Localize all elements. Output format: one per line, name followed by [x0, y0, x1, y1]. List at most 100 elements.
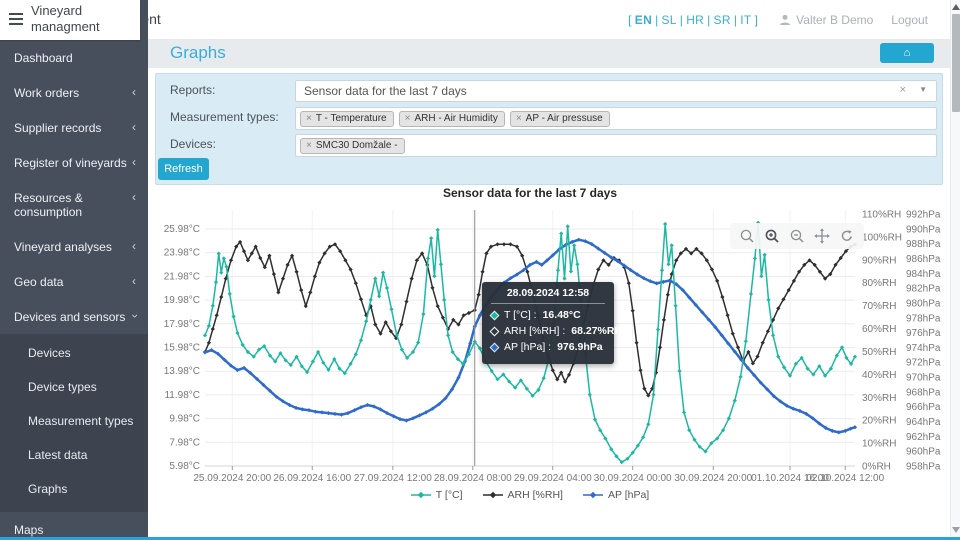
sidebar-item-register-of-vineyards[interactable]: Register of vineyards ‹ — [0, 145, 148, 180]
selected-tag[interactable]: × AP - Air pressuse — [509, 111, 610, 127]
chart-title: Sensor data for the last 7 days — [442, 186, 618, 200]
legend-label: T [°C] — [435, 489, 463, 501]
language-link-it[interactable]: IT — [740, 13, 752, 27]
sidebar-item-device-types[interactable]: Device types — [28, 380, 97, 394]
language-separator[interactable]: | — [655, 13, 659, 27]
scroll-down-icon[interactable] — [952, 527, 960, 533]
chart-toolbar — [730, 223, 864, 249]
rh-axis-tick: 70%RH — [862, 301, 896, 312]
series-markers-arh-rh — [202, 239, 858, 398]
hpa-axis-tick: 986hPa — [906, 254, 941, 265]
tooltip-date: 28.09.2024 12:58 — [491, 287, 605, 304]
sidebar-item-maps[interactable]: Maps — [0, 512, 148, 540]
legend-item-t-c[interactable]: T [°C] — [410, 489, 463, 501]
hpa-axis-tick: 984hPa — [906, 269, 941, 280]
brand-line2: managment — [31, 19, 100, 34]
series-marker-icon — [489, 342, 500, 352]
x-axis-tick: 26.09.2024 16:00 — [273, 473, 351, 484]
reports-select[interactable]: Sensor data for the last 7 days × ▼ — [295, 80, 937, 102]
sidebar-item-devices[interactable]: Devices — [28, 346, 71, 360]
refresh-button[interactable]: Refresh — [158, 158, 209, 180]
chevron-down-icon[interactable]: ▼ — [919, 85, 927, 94]
language-link-sr[interactable]: SR — [713, 13, 731, 27]
measurement-types-label: Measurement types: — [170, 110, 279, 124]
remove-tag-icon[interactable]: × — [515, 113, 522, 124]
chart-plot-area[interactable]: 25.98°C 23.98°C 21.98°C 19.98°C 17.98°C 15.98… — [148, 202, 950, 488]
language-link-sl[interactable]: SL — [661, 13, 677, 27]
sidebar-item-label: Dashboard — [14, 51, 73, 65]
pan-icon[interactable] — [812, 226, 832, 246]
temp-axis-tick: 19.98°C — [164, 295, 200, 306]
bracket[interactable]: [ — [628, 13, 632, 27]
hpa-axis-tick: 974hPa — [906, 343, 941, 354]
rh-axis-tick: 40%RH — [862, 370, 896, 381]
sidebar: Dashboard Work orders ‹ Supplier records ‹ Re… — [0, 0, 148, 540]
remove-tag-icon[interactable]: × — [306, 140, 312, 151]
sidebar-item-graphs[interactable]: Graphs — [28, 482, 68, 496]
tooltip-series-label: T [°C] : — [504, 309, 537, 321]
zoom-out-icon[interactable] — [787, 226, 807, 246]
language-link-hr[interactable]: HR — [686, 13, 705, 27]
filters-panel: Reports: Sensor data for the last 7 days… — [155, 73, 943, 185]
remove-tag-icon[interactable]: × — [306, 113, 312, 124]
language-separator[interactable]: | — [707, 13, 711, 27]
tooltip-row-t-c: T [°C] : 16.48°C — [489, 309, 605, 321]
rh-axis-tick: 30%RH — [862, 393, 896, 404]
language-separator[interactable]: | — [679, 13, 684, 27]
hpa-axis-tick: 982hPa — [906, 284, 941, 295]
selected-tag[interactable]: × SMC30 Domžale - — [300, 138, 405, 154]
legend-item-arh-rh[interactable]: ARH [%RH] — [482, 489, 563, 501]
sidebar-item-dashboard[interactable]: Dashboard — [0, 40, 148, 75]
hpa-axis-tick: 992hPa — [906, 210, 941, 221]
language-separator[interactable]: | — [733, 13, 738, 27]
sidebar-item-supplier-records[interactable]: Supplier records ‹ — [0, 110, 148, 145]
chevron-left-icon: ‹ — [132, 85, 136, 99]
tag-label: SMC30 Domžale - — [315, 140, 398, 151]
scrollbar-thumb[interactable] — [952, 14, 960, 112]
series-line-t-c[interactable] — [204, 222, 856, 463]
zoom-icon[interactable] — [737, 226, 757, 246]
zoom-in-icon[interactable] — [762, 226, 782, 246]
reset-icon[interactable] — [837, 226, 857, 246]
sidebar-item-measurement-types[interactable]: Measurement types — [28, 414, 134, 428]
sidebar-item-work-orders[interactable]: Work orders ‹ — [0, 75, 148, 110]
page-scrollbar[interactable] — [950, 0, 960, 540]
sidebar-item-label: Register of vineyards — [14, 156, 127, 170]
hpa-axis-tick: 972hPa — [906, 358, 941, 369]
bracket[interactable]: ] — [754, 13, 759, 27]
panel-collapse-button[interactable]: ⌂ — [880, 43, 934, 63]
page-heading-bar: Graphs ⌂ — [148, 40, 950, 68]
logout-link[interactable]: Logout — [891, 13, 928, 27]
tooltip-series-value: 16.48°C — [542, 309, 581, 321]
page-title: Graphs — [170, 43, 226, 62]
rh-axis-tick: 80%RH — [862, 278, 896, 289]
tag-label: AP - Air pressuse — [525, 113, 603, 124]
person-icon — [780, 14, 791, 25]
sidebar-nav: Dashboard Work orders ‹ Supplier records ‹ Re… — [0, 40, 148, 540]
zoom-in-icon — [765, 229, 779, 243]
sidebar-item-vineyard-analyses[interactable]: Vineyard analyses ‹ — [0, 229, 148, 264]
temp-axis-tick: 5.98°C — [169, 461, 200, 472]
menu-icon[interactable] — [9, 13, 23, 28]
language-link-en[interactable]: EN — [634, 13, 653, 27]
devices-select[interactable]: × SMC30 Domžale - — [295, 134, 937, 157]
tooltip-row-ap-hpa: AP [hPa] : 976.9hPa — [489, 341, 605, 353]
tooltip-series-label: AP [hPa] : — [504, 341, 552, 353]
scroll-up-icon[interactable] — [952, 4, 960, 10]
sidebar-item-latest-data[interactable]: Latest data — [28, 448, 88, 462]
user-menu[interactable]: Valter B Demo — [779, 13, 873, 27]
tag-label: T - Temperature — [315, 113, 387, 124]
tooltip-series-value: 68.27%RH — [571, 325, 623, 337]
sidebar-item-geo-data[interactable]: Geo data ‹ — [0, 264, 148, 299]
brand-title: Vineyard managment — [31, 3, 100, 35]
sidebar-item-devices-and-sensors[interactable]: Devices and sensors ‹ — [0, 299, 148, 334]
selected-tag[interactable]: × T - Temperature — [300, 111, 394, 127]
legend-label: ARH [%RH] — [507, 489, 563, 501]
legend-item-ap-hpa[interactable]: AP [hPa] — [582, 489, 649, 501]
sidebar-item-resources-consumption[interactable]: Resources & consumption ‹ — [0, 180, 148, 229]
selected-tag[interactable]: × ARH - Air Humidity — [398, 111, 505, 127]
x-axis-tick: 02.10.2024 12:00 — [806, 473, 884, 484]
remove-tag-icon[interactable]: × — [404, 113, 411, 124]
clear-selection-icon[interactable]: × — [899, 84, 906, 96]
measurement-types-select[interactable]: × T - Temperature × ARH - Air Humidity × AP -… — [295, 107, 937, 130]
